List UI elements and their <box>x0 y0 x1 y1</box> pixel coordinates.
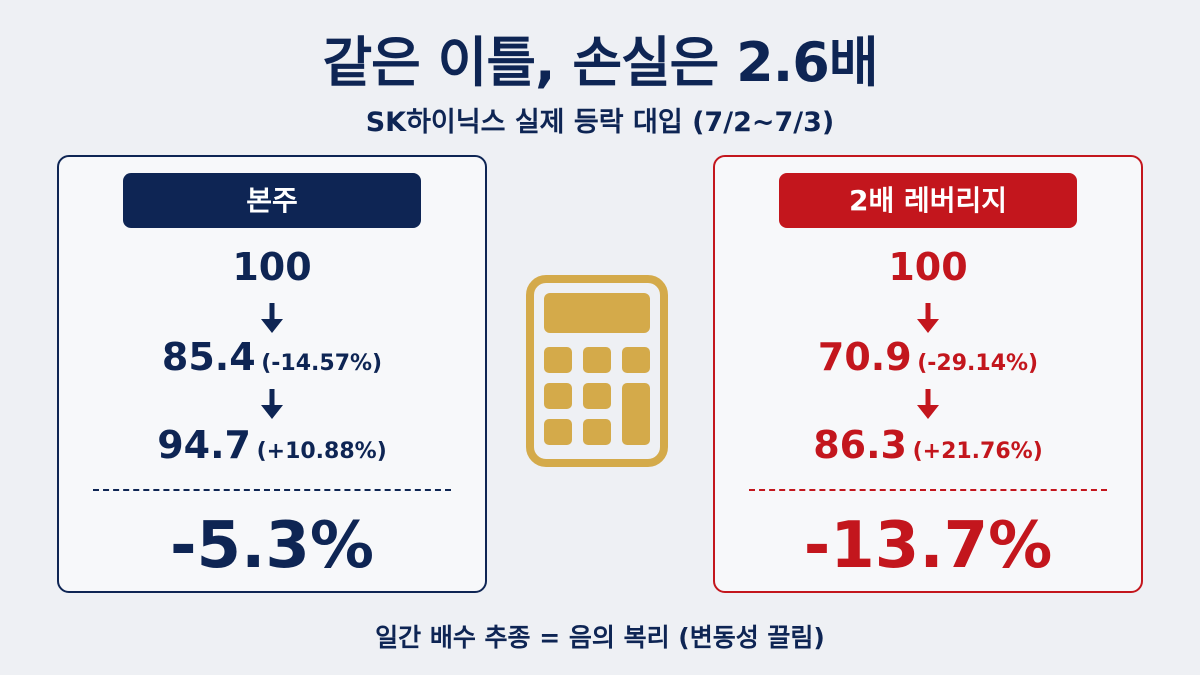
divider <box>93 489 451 491</box>
title: 같은 이틀, 손실은 2.6배 <box>322 31 878 94</box>
step-value: 70.9 <box>817 335 912 379</box>
divider <box>749 489 1107 491</box>
step: 70.9 (-29.14%) <box>715 335 1141 379</box>
footer-note: 일간 배수 추종 = 음의 복리 (변동성 끌림) <box>375 623 825 652</box>
arrow <box>917 303 939 333</box>
arrow <box>261 303 283 333</box>
leverage-panel: 2배 레버리지 100 70.9 (-29.14%) 86.3 (+21.76%… <box>713 155 1143 593</box>
calculator-icon <box>526 275 668 467</box>
step-change: (+21.76%) <box>912 439 1043 464</box>
step-value: 94.7 <box>157 423 251 467</box>
step-change: (+10.88%) <box>256 439 387 464</box>
result: -13.7% <box>803 509 1053 583</box>
start-value: 100 <box>888 245 968 289</box>
arrow <box>261 389 283 419</box>
step-value: 85.4 <box>161 335 256 379</box>
panel-label: 본주 <box>123 173 421 228</box>
result: -5.3% <box>169 509 375 583</box>
stock-panel: 본주 100 85.4 (-14.57%) 94.7 (+10.88%) -5.… <box>57 155 487 593</box>
step-change: (-14.57%) <box>261 351 383 376</box>
step-change: (-29.14%) <box>917 351 1039 376</box>
step: 85.4 (-14.57%) <box>59 335 485 379</box>
start-value: 100 <box>232 245 312 289</box>
step-value: 86.3 <box>813 423 907 467</box>
panel-label: 2배 레버리지 <box>779 173 1077 228</box>
step: 94.7 (+10.88%) <box>59 423 485 467</box>
subtitle: SK하이닉스 실제 등락 대입 (7/2~7/3) <box>365 107 835 138</box>
arrow <box>917 389 939 419</box>
step: 86.3 (+21.76%) <box>715 423 1141 467</box>
